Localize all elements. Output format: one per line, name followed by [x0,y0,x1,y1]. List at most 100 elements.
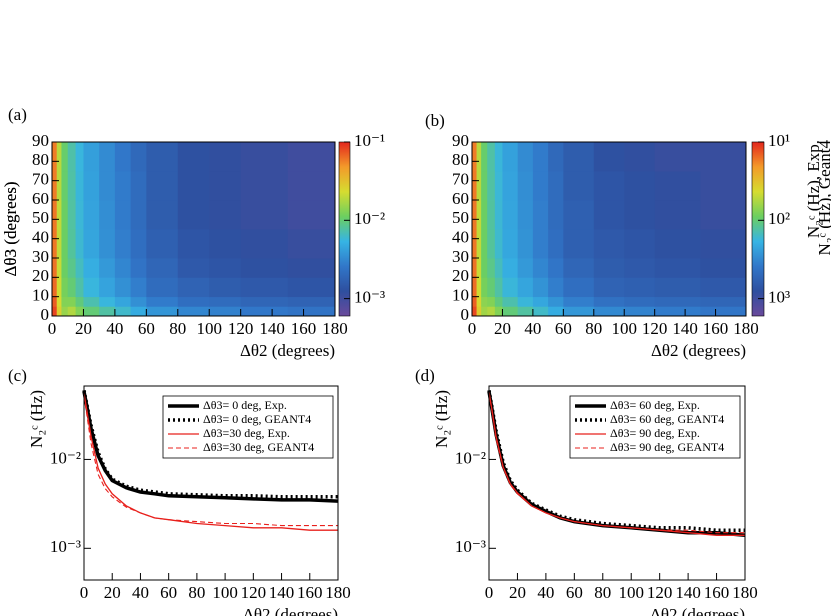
panel-label: (c) [8,366,27,385]
heatmap-cell [67,229,76,259]
heatmap-cell [130,229,147,259]
heatmap-cell [83,277,100,298]
heatmap-cell [177,171,210,201]
heatmap-cell [240,200,289,230]
x-tick-label: 160 [291,319,317,338]
heatmap-cell [209,277,242,298]
heatmap-cell [56,277,62,298]
heatmap-cell [487,277,496,298]
heatmap-cell [56,306,62,317]
legend-label: Δθ3= 0 deg, GEANT4 [203,412,311,426]
heatmap-cell [146,277,179,298]
heatmap-cell [593,296,625,307]
heatmap-cell [472,171,477,201]
y-tick-label: 30 [32,247,49,266]
heatmap-cell [517,277,534,298]
heatmap-cell [563,142,595,172]
heatmap-cell [481,171,488,201]
heatmap-cell [67,277,76,298]
heatmap-cell [99,171,116,201]
y-tick-label: 70 [452,170,469,189]
colorbar-tick-label: 10¹ [768,131,790,150]
heatmap-cell [481,277,488,298]
legend-label: Δθ3= 90 deg, Exp. [610,426,700,440]
heatmap-cell [146,229,179,259]
heatmap-cell [52,200,58,230]
heatmap-cell [67,306,76,317]
heatmap-cell [75,229,84,259]
heatmap-cell [476,200,482,230]
y-tick-label: 20 [452,266,469,285]
x-tick-label: 0 [468,319,477,338]
heatmap-cell [517,229,534,259]
heatmap-cell [67,296,76,307]
heatmap-cell [146,200,179,230]
y-tick-label: 10⁻³ [50,537,81,556]
heatmap-cell [67,171,76,201]
heatmap-cell [75,296,84,307]
series-line [83,395,338,527]
heatmap-cell [146,171,179,201]
heatmap-cell [99,142,116,172]
heatmap-cell [75,142,84,172]
x-tick-label: 140 [672,319,698,338]
y-tick-label: 20 [32,266,49,285]
heatmap-cell [624,258,656,278]
heatmap-cell [75,306,84,317]
heatmap-cell [99,277,116,298]
heatmap-cell [476,229,482,259]
x-tick-label: 140 [259,319,285,338]
heatmap-cell [177,306,210,317]
x-axis-title: Δθ2 (degrees) [650,605,745,616]
heatmap-cell [56,229,62,259]
y-tick-label: 40 [32,228,49,247]
y-tick-label: 30 [452,247,469,266]
heatmap-cell [476,142,482,172]
x-tick-label: 180 [322,319,348,338]
heatmap-cell [472,306,477,317]
x-axis-title: Δθ2 (degrees) [240,341,335,360]
heatmap-cell [67,258,76,278]
heatmap-cell [130,296,147,307]
heatmap-cell [83,296,100,307]
heatmap-cell [287,277,336,298]
heatmap-cell [563,171,595,201]
colorbar-tick-label: 10² [768,209,790,228]
heatmap-cell [624,229,656,259]
heatmap-cell [177,296,210,307]
y-tick-label: 0 [41,305,50,324]
legend-label: Δθ3= 0 deg, Exp. [203,398,287,412]
heatmap-cell [481,200,488,230]
heatmap-cell [517,200,534,230]
heatmap-cell [177,200,210,230]
y-tick-label: 70 [32,170,49,189]
heatmap-cell [517,296,534,307]
heatmap-cell [476,306,482,317]
heatmap-cell [472,229,477,259]
colorbar-tick-label: 10³ [768,288,790,307]
y-axis-title: N₂ᶜ (Hz) [27,390,46,448]
x-tick-label: 120 [647,583,673,602]
heatmap-cell [654,142,701,172]
heatmap-cell [476,171,482,201]
heatmap-cell [52,296,58,307]
x-tick-label: 60 [555,319,572,338]
series-line [82,389,338,499]
heatmap-cell [209,171,242,201]
heatmap-cell [75,171,84,201]
heatmap-cell [75,277,84,298]
heatmap-cell [563,200,595,230]
x-tick-label: 140 [269,583,295,602]
heatmap-cell [563,258,595,278]
heatmap-cell [61,296,69,307]
heatmap-cell [532,229,549,259]
heatmap-cell [494,258,503,278]
x-tick-label: 40 [132,583,149,602]
heatmap-cell [487,142,496,172]
heatmap-cell [517,171,534,201]
heatmap-cell [52,171,58,201]
x-tick-label: 20 [509,583,526,602]
heatmap-cell [75,258,84,278]
heatmap-cell [114,277,132,298]
heatmap-cell [494,296,503,307]
